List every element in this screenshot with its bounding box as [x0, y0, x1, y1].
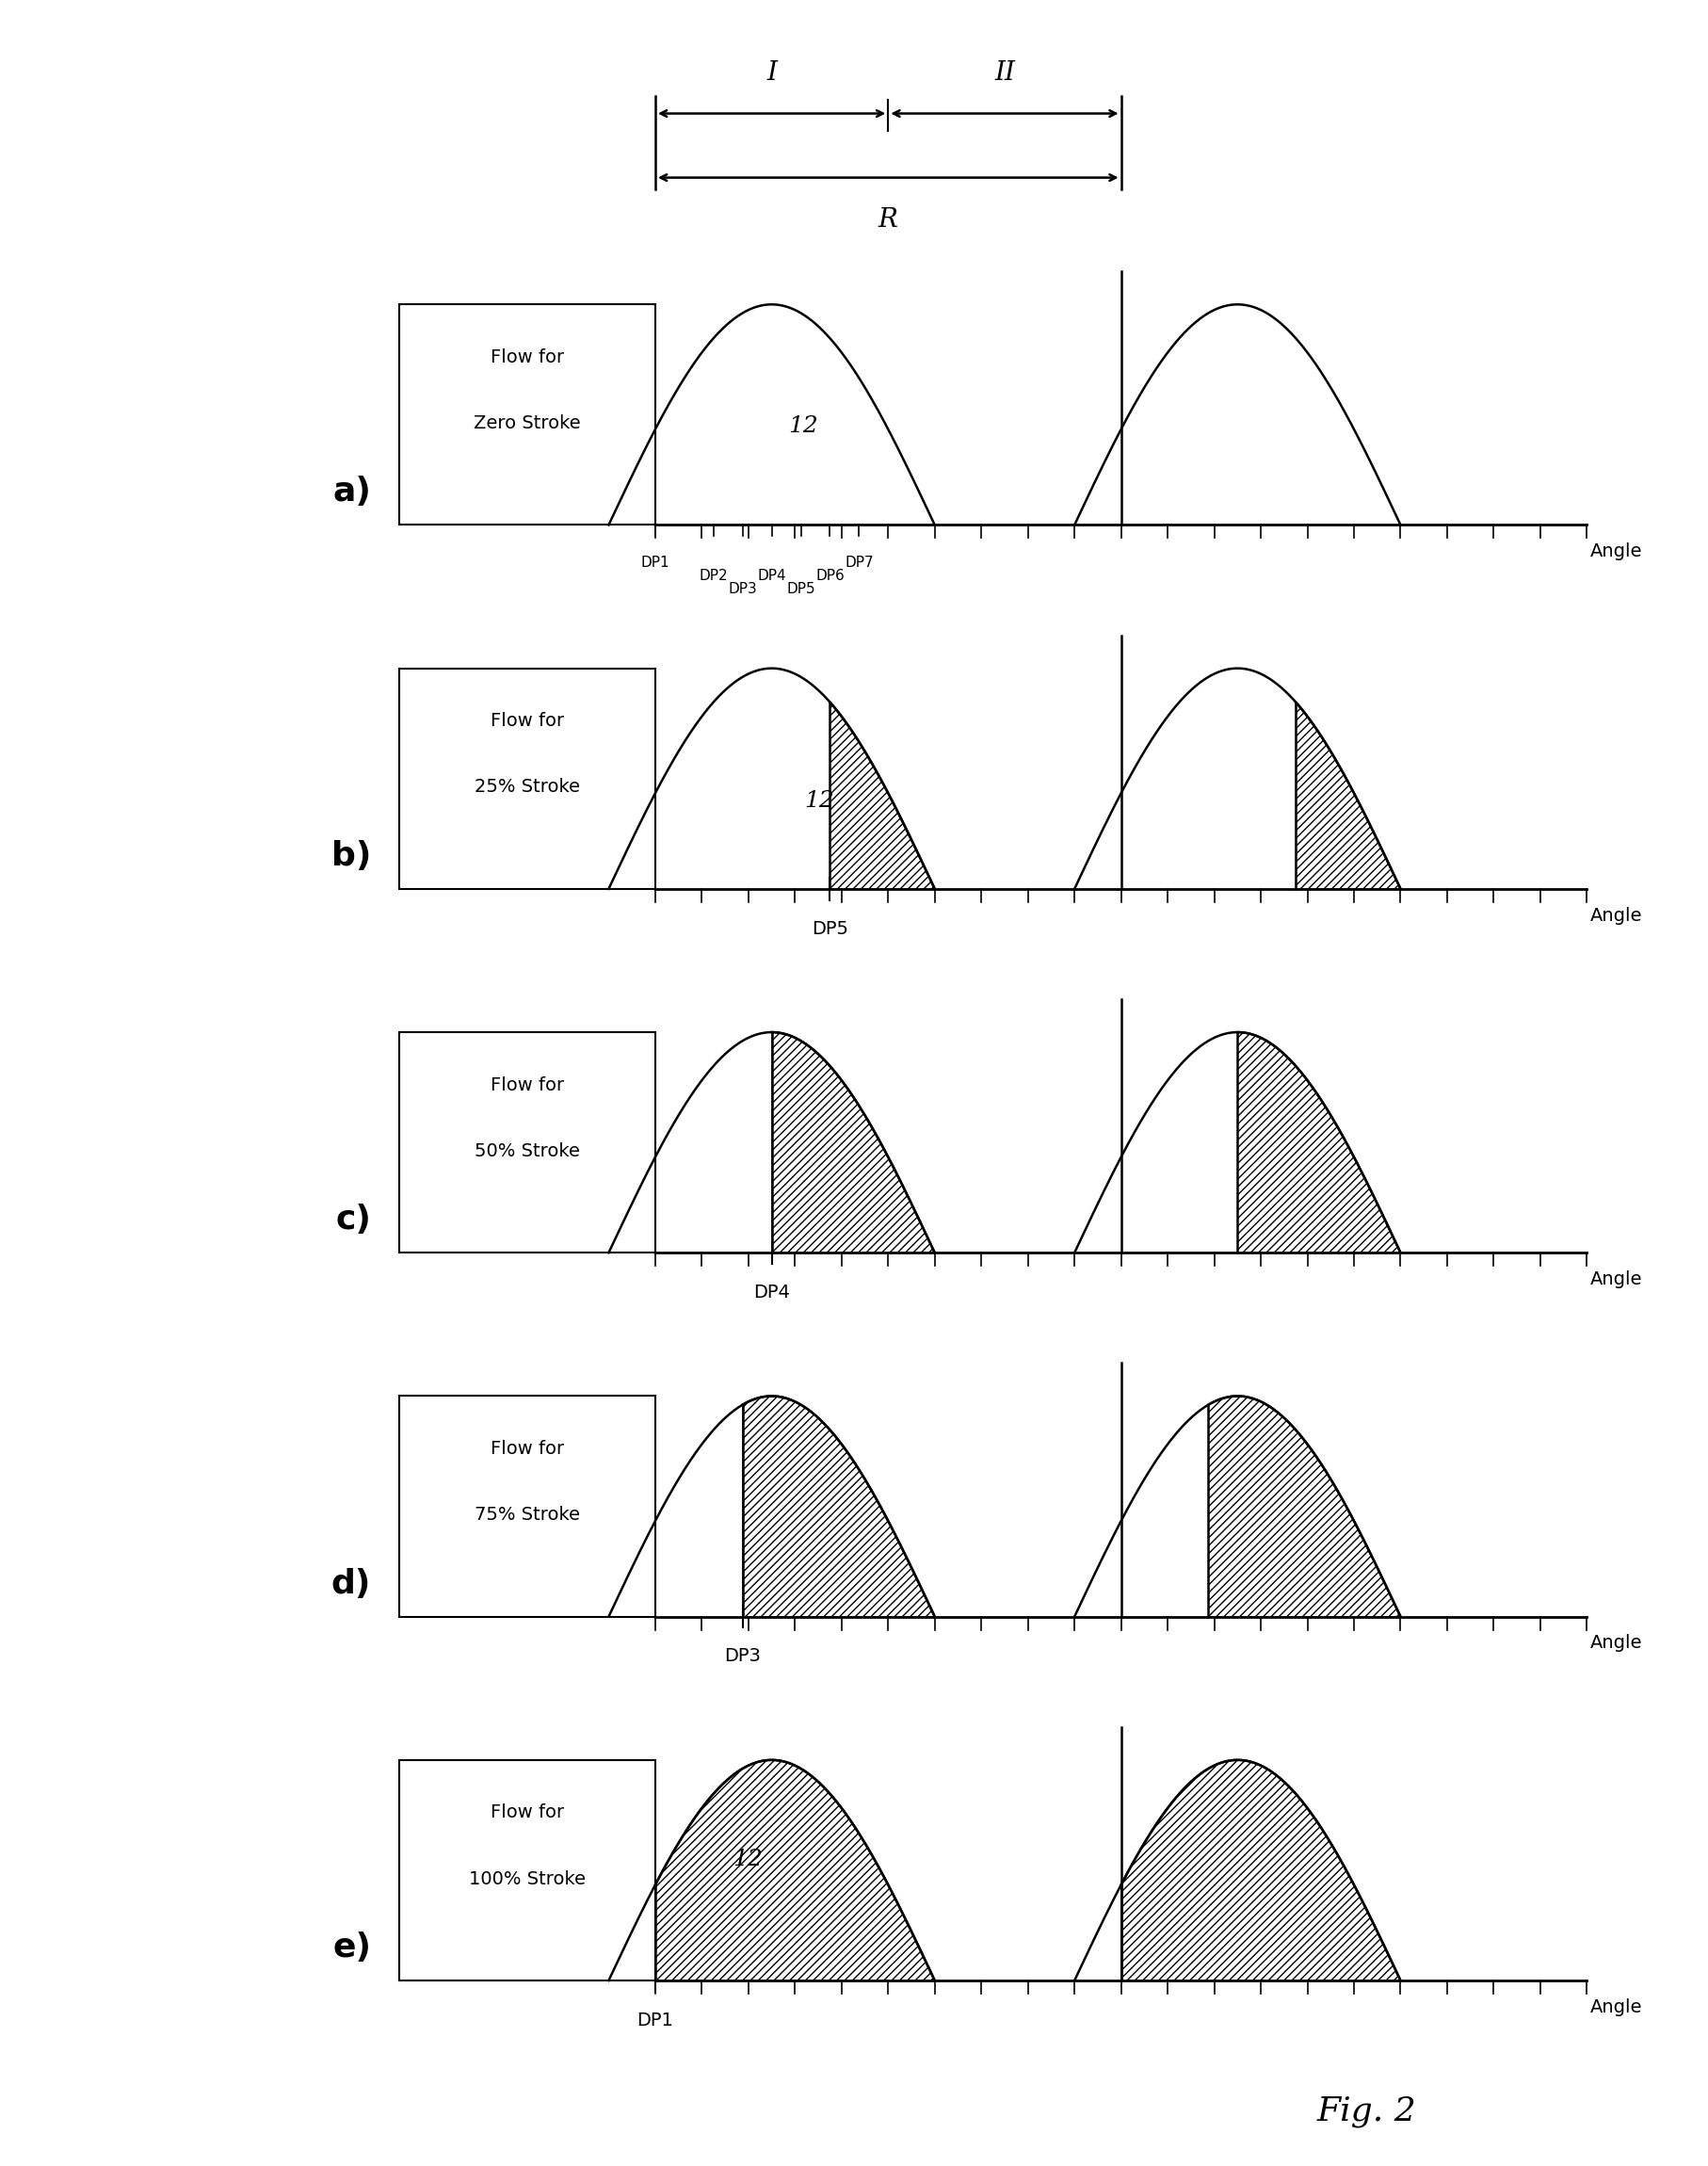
- Text: DP5: DP5: [811, 921, 849, 938]
- Text: Angle: Angle: [1590, 908, 1643, 925]
- Text: d): d): [331, 1568, 371, 1599]
- Text: c): c): [335, 1204, 371, 1235]
- Text: 12: 12: [733, 1848, 762, 1869]
- Text: Angle: Angle: [1590, 1635, 1643, 1653]
- Text: Angle: Angle: [1590, 1271, 1643, 1289]
- Text: I: I: [767, 61, 777, 87]
- Text: 25% Stroke: 25% Stroke: [475, 778, 581, 797]
- Text: DP4: DP4: [757, 570, 786, 583]
- Text: Flow for: Flow for: [490, 713, 564, 730]
- Text: 50% Stroke: 50% Stroke: [475, 1141, 579, 1161]
- Text: Fig. 2: Fig. 2: [1317, 2095, 1416, 2127]
- Text: Flow for: Flow for: [490, 1804, 564, 1822]
- Text: Angle: Angle: [1590, 544, 1643, 561]
- Text: Angle: Angle: [1590, 1999, 1643, 2017]
- Text: e): e): [333, 1932, 371, 1962]
- Text: DP6: DP6: [815, 570, 844, 583]
- Text: II: II: [994, 61, 1015, 87]
- Text: Flow for: Flow for: [490, 1077, 564, 1094]
- Text: DP7: DP7: [845, 557, 873, 570]
- Text: Flow for: Flow for: [490, 349, 564, 366]
- Text: DP1: DP1: [637, 2012, 673, 2030]
- Text: DP2: DP2: [699, 570, 728, 583]
- Text: DP5: DP5: [786, 583, 815, 596]
- Text: DP3: DP3: [724, 1648, 760, 1666]
- Text: 100% Stroke: 100% Stroke: [468, 1869, 586, 1889]
- Text: 75% Stroke: 75% Stroke: [475, 1505, 581, 1525]
- Text: b): b): [331, 840, 371, 871]
- Text: Zero Stroke: Zero Stroke: [473, 414, 581, 433]
- Text: DP1: DP1: [640, 557, 670, 570]
- Text: 12: 12: [804, 791, 834, 812]
- Text: a): a): [333, 477, 371, 507]
- Text: R: R: [878, 208, 898, 232]
- Text: Flow for: Flow for: [490, 1440, 564, 1458]
- Text: DP4: DP4: [753, 1284, 791, 1302]
- Text: DP3: DP3: [728, 583, 757, 596]
- Text: 12: 12: [787, 416, 818, 438]
